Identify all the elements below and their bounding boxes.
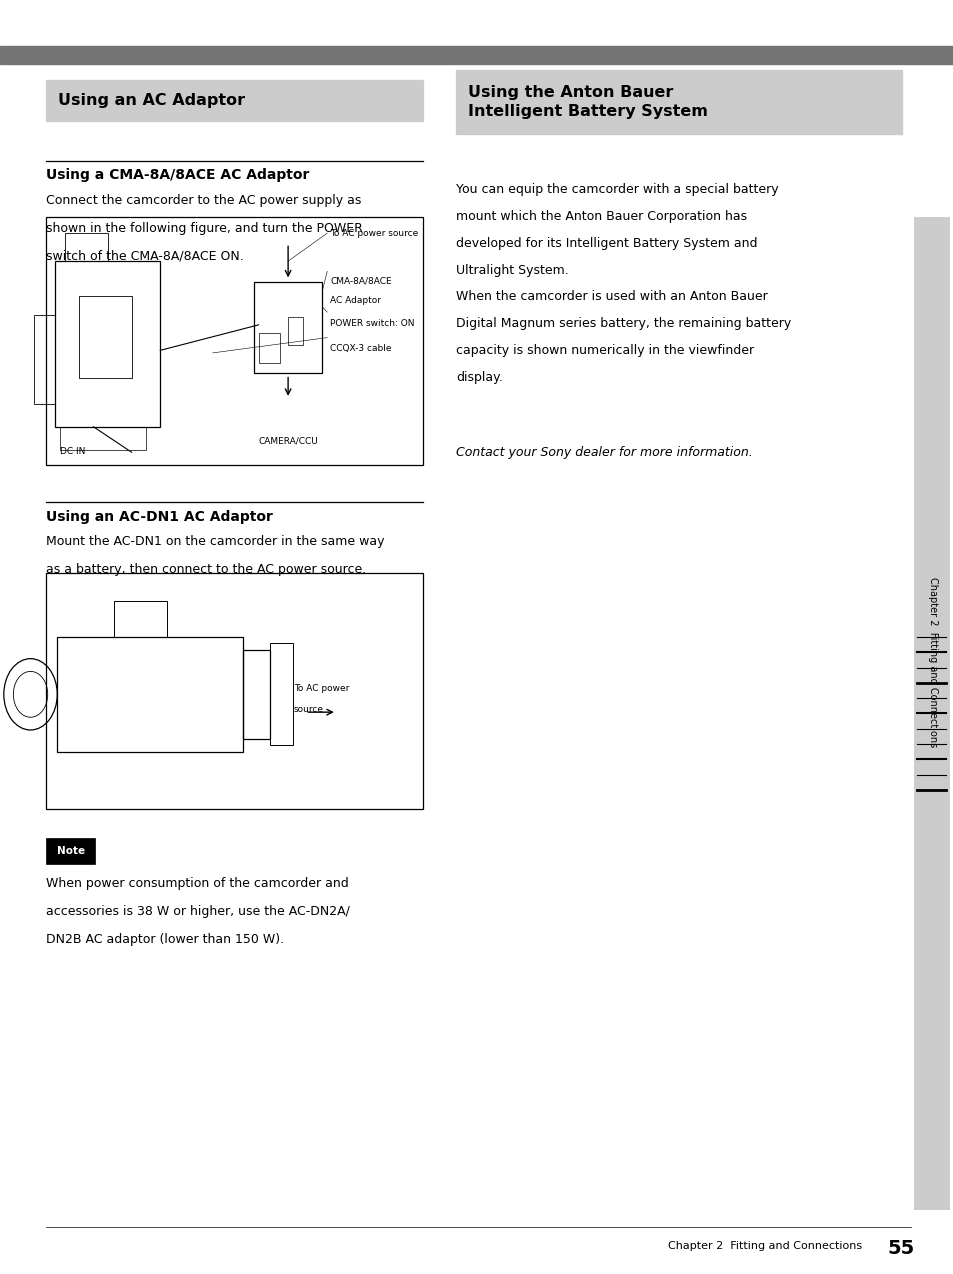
Bar — [46, 838, 95, 864]
Text: CAMERA/CCU: CAMERA/CCU — [258, 437, 317, 446]
Bar — [65, 233, 108, 261]
Text: mount which the Anton Bauer Corporation has: mount which the Anton Bauer Corporation … — [456, 210, 746, 223]
Bar — [288, 317, 303, 345]
Bar — [79, 296, 132, 378]
Text: developed for its Intelligent Battery System and: developed for its Intelligent Battery Sy… — [456, 237, 757, 250]
Bar — [46, 573, 422, 809]
Text: capacity is shown numerically in the viewfinder: capacity is shown numerically in the vie… — [456, 344, 753, 357]
Text: DN2B AC adaptor (lower than 150 W).: DN2B AC adaptor (lower than 150 W). — [46, 933, 284, 945]
Text: Using an AC Adaptor: Using an AC Adaptor — [58, 93, 245, 108]
Text: Ultralight System.: Ultralight System. — [456, 264, 568, 276]
Bar — [34, 315, 55, 404]
Text: shown in the following figure, and turn the POWER: shown in the following figure, and turn … — [46, 222, 362, 234]
Bar — [0, 46, 953, 64]
Text: Using the Anton Bauer
Intelligent Battery System: Using the Anton Bauer Intelligent Batter… — [468, 85, 707, 118]
Bar — [46, 80, 422, 121]
Bar — [270, 643, 293, 745]
Bar — [456, 70, 902, 134]
Text: Note: Note — [56, 846, 85, 856]
Text: When the camcorder is used with an Anton Bauer: When the camcorder is used with an Anton… — [456, 290, 767, 303]
Text: POWER switch: ON: POWER switch: ON — [330, 318, 415, 327]
Text: DC IN: DC IN — [60, 447, 86, 456]
Text: CCQX-3 cable: CCQX-3 cable — [330, 344, 391, 353]
Text: accessories is 38 W or higher, use the AC-DN2A/: accessories is 38 W or higher, use the A… — [46, 905, 350, 917]
Text: Chapter 2  Fitting and Connections: Chapter 2 Fitting and Connections — [667, 1241, 861, 1251]
Bar — [253, 282, 322, 373]
Text: Contact your Sony dealer for more information.: Contact your Sony dealer for more inform… — [456, 446, 752, 459]
Text: Using a CMA-8A/8ACE AC Adaptor: Using a CMA-8A/8ACE AC Adaptor — [46, 168, 309, 182]
Bar — [913, 217, 949, 1210]
Text: Mount the AC-DN1 on the camcorder in the same way: Mount the AC-DN1 on the camcorder in the… — [46, 535, 384, 548]
Bar — [114, 601, 167, 637]
Text: Using an AC-DN1 AC Adaptor: Using an AC-DN1 AC Adaptor — [46, 510, 273, 524]
Text: To AC power source: To AC power source — [330, 229, 418, 238]
Text: CMA-8A/8ACE: CMA-8A/8ACE — [330, 276, 392, 285]
Text: When power consumption of the camcorder and: When power consumption of the camcorder … — [46, 877, 348, 889]
Text: AC Adaptor: AC Adaptor — [330, 296, 380, 304]
Text: as a battery, then connect to the AC power source.: as a battery, then connect to the AC pow… — [46, 563, 366, 576]
Text: display.: display. — [456, 371, 502, 383]
Text: switch of the CMA-8A/8ACE ON.: switch of the CMA-8A/8ACE ON. — [46, 250, 243, 262]
Text: 55: 55 — [886, 1240, 914, 1257]
Text: source: source — [294, 705, 323, 713]
Text: Digital Magnum series battery, the remaining battery: Digital Magnum series battery, the remai… — [456, 317, 790, 330]
Text: You can equip the camcorder with a special battery: You can equip the camcorder with a speci… — [456, 183, 778, 196]
Text: Connect the camcorder to the AC power supply as: Connect the camcorder to the AC power su… — [46, 194, 361, 206]
Bar — [57, 637, 243, 752]
Bar — [259, 333, 280, 363]
Bar — [46, 217, 422, 465]
Bar — [55, 261, 160, 427]
Text: To AC power: To AC power — [294, 684, 349, 693]
Bar — [243, 650, 270, 739]
Text: Chapter 2  Fitting and Connections: Chapter 2 Fitting and Connections — [927, 577, 937, 748]
Bar — [60, 427, 146, 450]
